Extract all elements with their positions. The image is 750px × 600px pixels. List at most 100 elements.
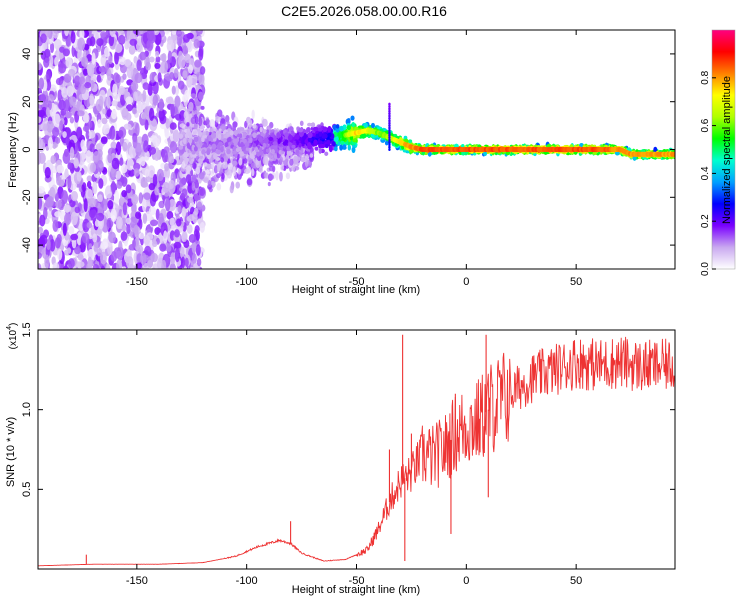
spectrogram-cell	[67, 162, 73, 170]
spectrogram-cell	[148, 56, 155, 63]
spectrogram-cell	[65, 56, 73, 69]
spectrogram-cell	[102, 167, 108, 175]
spectrogram-cell	[298, 142, 302, 148]
spectrogram-cell	[241, 131, 247, 137]
spectrogram-cell	[111, 157, 120, 170]
spectrogram-cell	[304, 158, 309, 168]
spectrogram-cell	[199, 187, 206, 197]
spectrogram-cell	[180, 178, 186, 185]
spectrogram-cell	[64, 30, 70, 37]
spectrogram-cell	[115, 141, 122, 156]
spectrogram-cell	[160, 61, 165, 74]
spectrogram-cell	[232, 130, 238, 136]
spectrogram-cell	[92, 151, 101, 164]
spectrogram-cell	[250, 162, 257, 169]
spectrogram-cell	[140, 181, 149, 188]
spectrogram-cell	[195, 244, 201, 256]
spectrogram-cell	[191, 174, 197, 182]
spectrogram-cell	[128, 45, 136, 55]
spectrogram-cell	[116, 181, 123, 189]
spectrogram-cell	[92, 263, 100, 269]
spectrogram-cell	[81, 232, 90, 244]
spectrogram-cell	[94, 219, 100, 227]
spectrogram-cell	[173, 68, 179, 79]
spectrogram-cell	[50, 41, 55, 54]
spectrogram-cell	[45, 107, 51, 117]
spectrogram-cell	[52, 141, 57, 149]
spectrogram-cell	[193, 38, 200, 49]
spectrogram-cell	[139, 51, 147, 61]
spectrogram-cell	[193, 123, 198, 130]
spectrogram-cell	[124, 41, 130, 50]
spectrogram-cell	[38, 62, 42, 71]
spectrogram-cell	[59, 120, 64, 131]
spectrogram-cell	[138, 232, 145, 240]
spectrogram-cell	[105, 263, 111, 269]
spectrogram-cell	[97, 119, 102, 128]
spectrogram-cell	[39, 214, 46, 227]
spectrogram-cell	[90, 80, 95, 89]
spectrogram-cell	[146, 232, 154, 241]
spectrogram-cell	[170, 103, 175, 117]
spectrogram-cell	[131, 107, 138, 115]
spectrogram-cell	[207, 179, 212, 188]
spectrogram-cell	[46, 238, 51, 251]
spectrogram-cell	[152, 173, 158, 187]
spectrogram-cell	[64, 168, 69, 180]
spectrogram-cell	[125, 96, 134, 105]
spectrogram-cell	[164, 198, 171, 212]
spectrogram-cell	[133, 91, 138, 102]
spectrogram-cell	[209, 119, 216, 128]
spectrogram-cell	[38, 109, 46, 118]
spectrogram-cell	[185, 174, 192, 184]
spectrogram-cell	[307, 122, 312, 127]
spectrogram-cell	[125, 184, 132, 194]
spectrogram-cell	[287, 134, 293, 141]
spectrogram-cell	[155, 56, 161, 63]
spectrogram-cell	[64, 99, 70, 112]
spectrogram-cell	[145, 94, 150, 109]
spectrogram-cell	[98, 66, 106, 73]
spectrogram-cell	[240, 152, 245, 157]
spectrogram-cell	[110, 180, 116, 194]
spectrogram-cell	[183, 110, 189, 120]
spectrogram-cell	[46, 120, 54, 133]
spectrogram-cell	[61, 190, 69, 204]
spectrogram-cell	[70, 233, 79, 241]
spectrogram-cell	[103, 198, 108, 206]
spectrogram-cell	[181, 230, 188, 243]
spectrogram-cell	[70, 190, 79, 202]
spectrogram-cell	[140, 156, 146, 167]
spectrogram-cell	[124, 22, 132, 29]
spectrogram-cell	[89, 209, 96, 219]
spectrogram-cell	[139, 252, 147, 265]
spectrogram-cell	[80, 139, 86, 150]
spectrogram-cell	[159, 243, 167, 252]
spectrogram-cell	[205, 130, 210, 137]
spectrogram-cell	[125, 217, 132, 225]
spectrogram-cell	[249, 153, 255, 159]
spectrogram-cell	[134, 72, 143, 84]
spectrogram-cell	[217, 109, 223, 118]
spectrogram-cell	[298, 127, 304, 133]
spectrogram-cell	[246, 178, 253, 186]
spectrogram-cell	[90, 162, 97, 173]
spectrogram-cell	[220, 157, 224, 163]
spectrogram-cell	[193, 207, 199, 216]
spectrogram-cell	[136, 261, 143, 269]
spectrogram-cell	[138, 192, 143, 204]
spectrogram-cell	[76, 171, 82, 182]
spectrogram-cell	[150, 219, 158, 227]
spectrogram-cell	[196, 30, 202, 33]
spectrogram-cell	[225, 115, 230, 123]
spectrogram-cell	[148, 107, 155, 121]
spectrogram-cell	[284, 158, 289, 166]
spectrogram-cell	[156, 269, 161, 277]
spectrogram-cell	[127, 168, 135, 177]
spectrogram-cell	[197, 130, 202, 137]
spectrogram-cell	[194, 59, 202, 68]
spectrogram-cell	[92, 233, 98, 243]
spectrogram-cell	[100, 269, 106, 275]
spectrogram-cell	[314, 146, 319, 151]
